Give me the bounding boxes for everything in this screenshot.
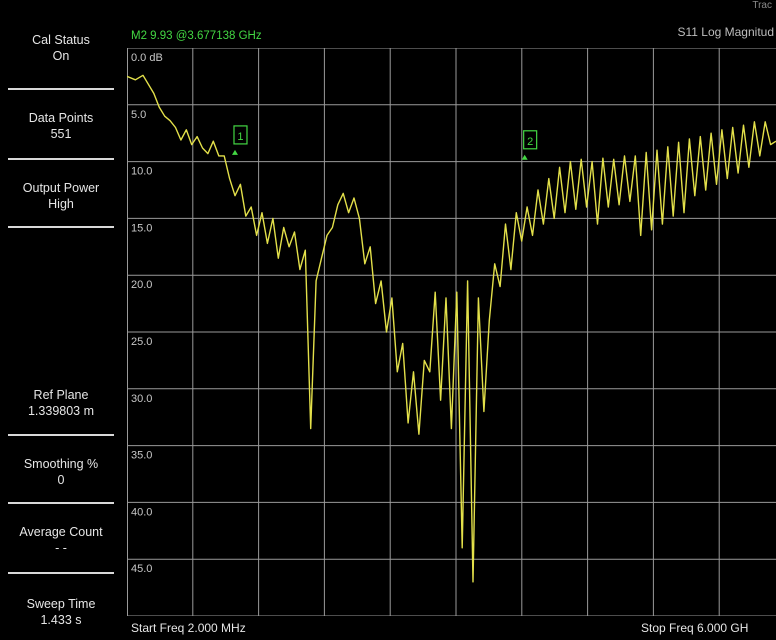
cal-status-value: On <box>52 49 70 63</box>
sweep-time-label: Sweep Time <box>26 597 96 611</box>
smoothing-key[interactable]: Smoothing % 0 <box>8 456 114 488</box>
trace-tab[interactable]: Trac <box>752 0 772 11</box>
average-count-value: - - <box>55 541 67 555</box>
average-count-key[interactable]: Average Count - - <box>8 524 114 556</box>
average-count-label: Average Count <box>19 525 103 539</box>
softkey-divider <box>8 434 114 436</box>
s11-plot[interactable]: 0.0 dB 5.0 10.0 15.0 20.0 25.0 30.0 35.0 40.0 45.… <box>127 48 776 616</box>
trace-line <box>127 74 776 583</box>
softkey-divider <box>8 572 114 574</box>
y-tick-label: 10.0 <box>131 166 152 178</box>
softkey-panel: Cal Status On Data Points 551 Output Pow… <box>0 8 116 640</box>
output-power-value: High <box>48 197 74 211</box>
ref-plane-key[interactable]: Ref Plane 1.339803 m <box>8 387 114 419</box>
smoothing-value: 0 <box>57 473 65 487</box>
y-tick-label: 25.0 <box>131 336 152 348</box>
sweep-time-key[interactable]: Sweep Time 1.433 s <box>8 596 114 628</box>
y-tick-label: 40.0 <box>131 506 152 518</box>
cal-status-key[interactable]: Cal Status On <box>8 32 114 64</box>
data-points-value: 551 <box>50 127 72 141</box>
y-tick-label: 0.0 dB <box>131 52 163 64</box>
y-tick-label: 30.0 <box>131 393 152 405</box>
marker-label: 2 <box>527 136 533 148</box>
marker-box <box>523 130 538 150</box>
y-tick-label: 15.0 <box>131 222 152 234</box>
y-tick-label: 5.0 <box>131 109 146 121</box>
marker-label: 1 <box>237 131 243 143</box>
ref-plane-value: 1.339803 m <box>27 404 95 418</box>
marker-triangle <box>521 154 528 160</box>
smoothing-label: Smoothing % <box>23 457 99 471</box>
start-freq[interactable]: Start Freq 2.000 MHz <box>131 621 246 635</box>
plot-canvas: 0.0 dB 5.0 10.0 15.0 20.0 25.0 30.0 35.0 40.0 45.… <box>127 48 776 616</box>
y-tick-label: 20.0 <box>131 279 152 291</box>
y-tick-label: 45.0 <box>131 563 152 575</box>
softkey-divider <box>8 226 114 228</box>
softkey-divider <box>8 88 114 90</box>
data-points-key[interactable]: Data Points 551 <box>8 110 114 142</box>
output-power-label: Output Power <box>22 181 100 195</box>
cal-status-label: Cal Status <box>32 33 90 47</box>
softkey-divider <box>8 502 114 504</box>
ref-plane-label: Ref Plane <box>33 388 89 402</box>
marker-readout: M2 9.93 @3.677138 GHz <box>131 30 262 42</box>
output-power-key[interactable]: Output Power High <box>8 180 114 212</box>
marker-triangle <box>231 149 238 155</box>
y-tick-label: 35.0 <box>131 450 152 462</box>
softkey-divider <box>8 158 114 160</box>
stop-freq[interactable]: Stop Freq 6.000 GH <box>641 621 749 635</box>
sweep-time-value: 1.433 s <box>40 613 82 627</box>
data-points-label: Data Points <box>28 111 94 125</box>
marker-box <box>233 125 248 145</box>
trace-title: S11 Log Magnitud <box>677 25 774 39</box>
